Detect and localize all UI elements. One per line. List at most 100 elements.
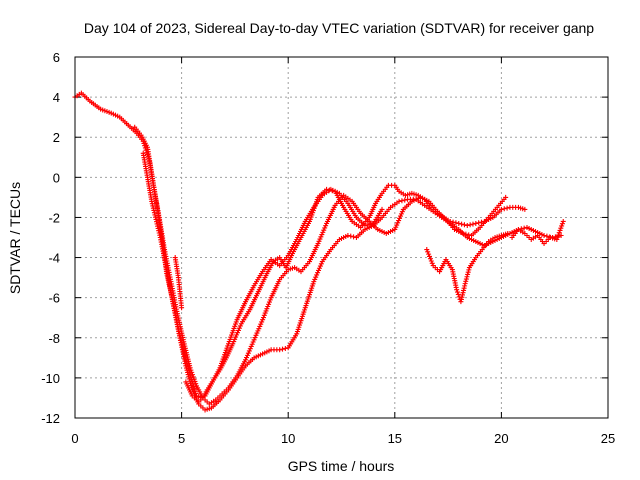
data-point: [345, 232, 351, 238]
data-point: [318, 261, 324, 267]
data-point: [246, 348, 252, 354]
data-point: [504, 205, 510, 211]
data-point: [250, 339, 256, 345]
data-point: [244, 352, 250, 358]
data-point: [321, 227, 327, 233]
data-point: [348, 233, 354, 239]
data-point: [235, 330, 241, 336]
data-point: [232, 336, 238, 342]
data-point: [190, 372, 196, 378]
data-point: [244, 355, 250, 361]
data-point: [247, 346, 253, 352]
data-point: [467, 222, 473, 228]
data-point: [560, 218, 566, 224]
data-point: [231, 339, 237, 345]
data-point: [466, 232, 472, 238]
x-tick-label: 15: [388, 431, 402, 446]
series-track-7: [172, 255, 185, 311]
data-point: [193, 381, 199, 387]
data-point: [426, 251, 432, 257]
data-point: [320, 229, 326, 235]
data-point: [460, 230, 466, 236]
data-point: [236, 325, 242, 331]
data-point: [473, 220, 479, 226]
data-point: [235, 327, 241, 333]
x-tick-label: 25: [601, 431, 615, 446]
data-point: [425, 249, 431, 255]
data-point: [454, 289, 460, 295]
data-point: [323, 223, 329, 229]
data-point: [459, 221, 465, 227]
data-point: [476, 220, 482, 226]
data-point: [453, 220, 459, 226]
data-point: [192, 378, 198, 384]
y-axis-label: SDTVAR / TECUs: [7, 182, 23, 294]
data-point: [230, 341, 236, 347]
data-point: [365, 222, 371, 228]
data-point: [396, 198, 402, 204]
y-tick-label: 2: [53, 130, 60, 145]
data-point: [555, 234, 561, 240]
data-point: [465, 271, 471, 277]
data-point: [544, 233, 550, 239]
series-track-4: [183, 186, 385, 405]
data-point: [547, 234, 553, 240]
data-point: [541, 232, 547, 238]
data-point: [234, 332, 240, 338]
y-tick-label: -12: [41, 411, 60, 426]
data-point: [179, 305, 185, 311]
data-point: [280, 346, 286, 352]
data-point: [311, 279, 317, 285]
data-point: [559, 223, 565, 229]
data-point: [362, 222, 368, 228]
x-tick-label: 20: [494, 431, 508, 446]
data-point: [316, 267, 322, 273]
data-point: [258, 321, 264, 327]
data-point: [314, 272, 320, 278]
data-point: [316, 265, 322, 271]
data-point: [522, 206, 528, 212]
data-point: [315, 241, 321, 247]
data-point: [395, 220, 401, 226]
series-track-3: [140, 150, 564, 413]
data-point: [254, 330, 260, 336]
y-tick-label: -6: [48, 291, 60, 306]
y-tick-label: 0: [53, 170, 60, 185]
data-point: [559, 221, 565, 227]
y-tick-label: -8: [48, 331, 60, 346]
data-point: [505, 230, 511, 236]
data-point: [557, 227, 563, 233]
x-axis-label: GPS time / hours: [288, 458, 395, 474]
data-point: [399, 209, 405, 215]
data-point: [555, 232, 561, 238]
data-point: [252, 335, 258, 341]
data-point: [233, 334, 239, 340]
data-point: [427, 253, 433, 259]
data-point: [402, 197, 408, 203]
data-point: [277, 347, 283, 353]
y-tick-label: -4: [48, 251, 60, 266]
data-point: [556, 230, 562, 236]
data-point: [316, 238, 322, 244]
data-point: [456, 220, 462, 226]
data-point: [454, 287, 460, 293]
data-point: [399, 198, 405, 204]
data-point: [427, 256, 433, 262]
data-point: [394, 222, 400, 228]
data-point: [313, 274, 319, 280]
x-tick-label: 5: [178, 431, 185, 446]
data-point: [245, 350, 251, 356]
grid: [75, 57, 608, 418]
y-tick-label: -2: [48, 210, 60, 225]
data-point: [248, 343, 254, 349]
data-point: [253, 332, 259, 338]
series-track-5: [424, 230, 511, 305]
data-point: [463, 278, 469, 284]
data-point: [424, 247, 430, 253]
data-point: [191, 376, 197, 382]
data-point: [503, 194, 509, 200]
data-point: [498, 206, 504, 212]
data-point: [317, 263, 323, 269]
data-point: [398, 211, 404, 217]
